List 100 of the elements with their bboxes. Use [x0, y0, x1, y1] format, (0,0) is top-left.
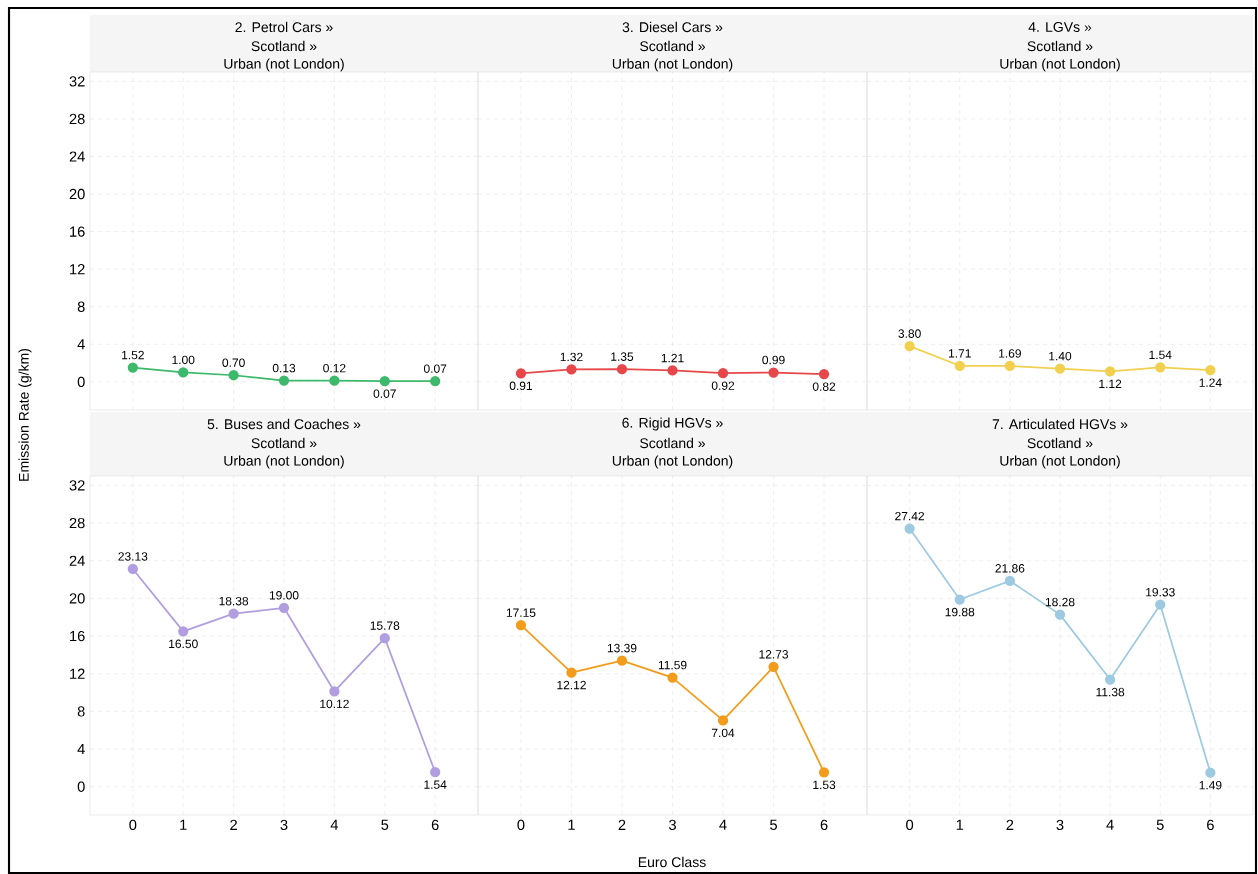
x-tick-label: 5: [770, 819, 777, 830]
x-tick-label: 3: [1056, 819, 1064, 831]
data-label: 1.54: [424, 780, 447, 789]
data-label: 1.53: [813, 780, 836, 790]
data-label: 1.12: [1099, 379, 1122, 388]
data-label: 7.04: [711, 728, 735, 738]
point: [1205, 365, 1216, 376]
point: [1104, 366, 1116, 377]
y-tick-label: 28: [69, 113, 85, 125]
x-tick-label: 1: [568, 819, 575, 830]
chart-title: 7. Articulated HGVs »: [992, 418, 1128, 430]
data-label: 3.80: [898, 329, 921, 338]
point: [1155, 599, 1166, 610]
x-tick-label: 1: [180, 819, 187, 830]
data-label: 0.07: [373, 389, 396, 398]
text: Urban (not London): [612, 58, 733, 72]
x-tick-label: 2: [618, 819, 626, 830]
point: [379, 376, 390, 387]
point: [616, 655, 628, 666]
data-label: 1.32: [560, 352, 583, 362]
point: [127, 563, 138, 575]
y-tick-label: 0: [77, 376, 85, 387]
data-label: 1.69: [999, 349, 1021, 358]
point: [430, 376, 441, 387]
point: [1205, 767, 1216, 778]
data-label: 18.28: [1045, 597, 1075, 607]
data-label: 0.99: [762, 355, 785, 365]
y-tick-label: 28: [69, 517, 85, 529]
data-label: 12.12: [557, 680, 586, 690]
y-axis-title: Emission Rate (g/km): [18, 348, 32, 481]
text: Urban (not London): [612, 455, 733, 469]
data-label: 0.92: [711, 381, 735, 390]
data-label: 15.78: [370, 621, 400, 630]
y-tick-label: 24: [69, 555, 85, 566]
data-label: 27.42: [895, 511, 925, 521]
point: [1104, 674, 1116, 685]
text: Urban (not London): [224, 58, 344, 72]
data-label: 10.12: [320, 699, 349, 709]
data-label: 1.35: [611, 352, 634, 361]
text: Urban (not London): [1000, 455, 1120, 469]
point: [768, 661, 779, 672]
data-label: 0.91: [509, 381, 533, 391]
y-tick-label: 12: [70, 668, 85, 679]
x-tick-label: 0: [906, 819, 914, 831]
point: [904, 340, 915, 352]
chart-title: 2. Petrol Cars »: [235, 21, 333, 33]
point: [329, 375, 340, 386]
x-tick-label: 4: [1106, 819, 1114, 830]
y-tick-label: 20: [69, 188, 85, 200]
point: [1054, 609, 1066, 620]
x-tick-label: 2: [230, 819, 237, 830]
chart-title: 6. Rigid HGVs »: [622, 417, 723, 431]
x-tick-label: 6: [1207, 819, 1214, 831]
point: [515, 620, 527, 631]
point: [228, 370, 239, 381]
point: [228, 608, 239, 619]
x-tick-label: 3: [280, 819, 288, 831]
y-tick-label: 16: [70, 226, 85, 237]
point: [278, 375, 290, 386]
data-label: 11.38: [1096, 687, 1125, 697]
data-label: 0.13: [272, 363, 296, 373]
text: Urban (not London): [224, 455, 344, 469]
data-label: 1.71: [948, 349, 971, 358]
data-label: 1.00: [172, 355, 195, 365]
data-label: 0.07: [423, 364, 447, 373]
point: [178, 626, 189, 637]
data-label: 21.86: [995, 564, 1025, 573]
point: [954, 360, 965, 371]
point: [1004, 575, 1015, 586]
y-tick-label: 16: [70, 630, 85, 642]
data-label: 18.38: [219, 596, 249, 606]
point: [717, 715, 729, 726]
x-tick-label: 2: [1006, 819, 1014, 830]
y-tick-label: 12: [70, 264, 85, 275]
data-label: 1.52: [122, 350, 144, 360]
data-label: 0.70: [222, 358, 245, 367]
x-tick-label: 1: [956, 819, 964, 830]
point: [818, 767, 830, 778]
point: [667, 672, 678, 683]
x-tick-label: 0: [129, 819, 137, 831]
chart-subtitle: Scotland »: [1027, 437, 1093, 449]
data-label: 19.33: [1146, 587, 1175, 597]
y-tick-label: 4: [77, 744, 85, 755]
x-tick-label: 3: [668, 819, 676, 831]
data-label: 0.82: [812, 382, 836, 391]
x-tick-label: 6: [431, 819, 439, 831]
chart-subtitle: Scotland »: [251, 437, 317, 449]
y-tick-label: 24: [69, 151, 85, 162]
y-tick-label: 4: [77, 339, 85, 350]
point: [954, 594, 965, 605]
data-label: 19.88: [945, 607, 975, 617]
point: [566, 667, 577, 678]
point: [127, 362, 138, 373]
x-tick-label: 0: [517, 819, 525, 831]
y-tick-label: 32: [69, 480, 85, 491]
point: [278, 602, 290, 613]
data-label: 1.40: [1049, 351, 1072, 361]
x-axis-title: Euro Class: [638, 856, 706, 868]
x-tick-label: 5: [1156, 819, 1164, 830]
point: [329, 686, 340, 697]
